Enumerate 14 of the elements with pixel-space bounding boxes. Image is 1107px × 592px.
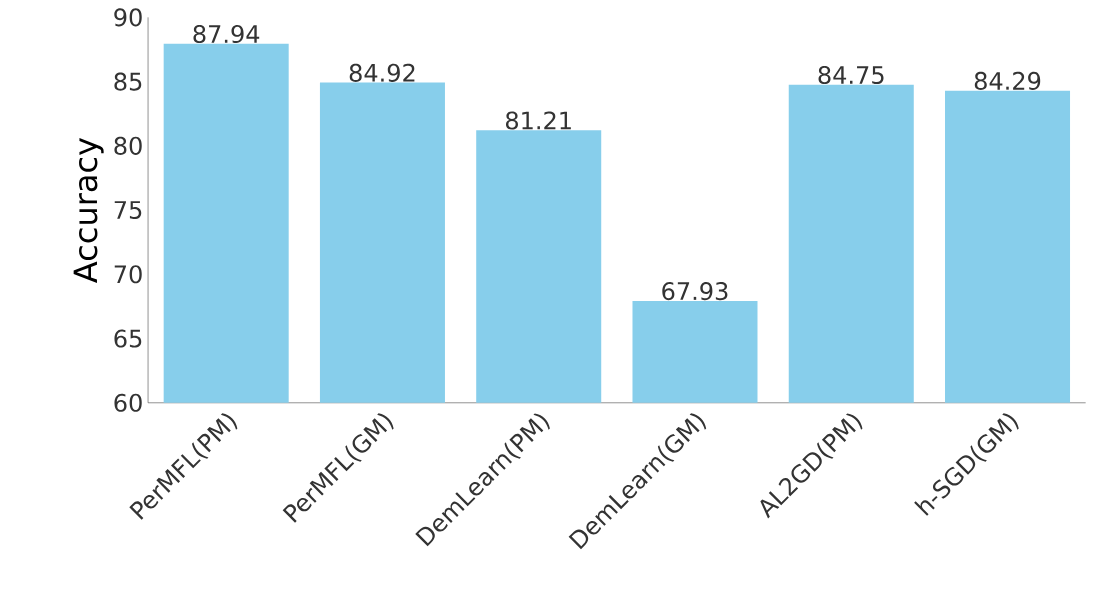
y-tick-label: 70 xyxy=(114,265,142,284)
data-label: 84.29 xyxy=(974,71,1041,90)
data-label: 81.21 xyxy=(505,111,571,130)
data-label: 84.92 xyxy=(349,63,415,82)
data-label: 67.93 xyxy=(662,281,728,301)
data-label: 84.75 xyxy=(818,65,884,84)
y-axis-title: Accuracy xyxy=(73,137,104,283)
data-label: 87.94 xyxy=(193,24,260,44)
y-tick-label: 90 xyxy=(114,8,142,27)
y-tick-label: 75 xyxy=(114,201,142,219)
y-tick-label: 65 xyxy=(114,329,142,348)
y-tick-label: 80 xyxy=(114,136,142,155)
y-tick-label: 60 xyxy=(114,393,142,412)
y-tick-label: 85 xyxy=(114,72,142,91)
